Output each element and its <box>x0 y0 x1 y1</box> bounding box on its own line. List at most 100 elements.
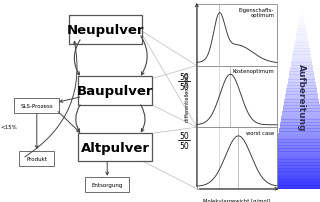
FancyBboxPatch shape <box>274 156 320 158</box>
FancyBboxPatch shape <box>277 138 320 140</box>
Text: worst case: worst case <box>246 130 274 135</box>
FancyBboxPatch shape <box>295 40 308 42</box>
FancyBboxPatch shape <box>269 184 320 186</box>
FancyBboxPatch shape <box>297 29 306 31</box>
FancyBboxPatch shape <box>293 50 310 53</box>
FancyBboxPatch shape <box>300 11 303 13</box>
Text: Kostenoptimum: Kostenoptimum <box>233 69 274 74</box>
FancyBboxPatch shape <box>286 92 317 94</box>
FancyBboxPatch shape <box>287 86 316 88</box>
FancyBboxPatch shape <box>78 133 152 162</box>
FancyBboxPatch shape <box>289 77 315 79</box>
FancyBboxPatch shape <box>280 123 320 124</box>
Text: Altpulver: Altpulver <box>81 141 150 154</box>
Text: Produkt: Produkt <box>26 156 47 161</box>
FancyBboxPatch shape <box>284 106 320 108</box>
FancyBboxPatch shape <box>285 98 318 100</box>
FancyBboxPatch shape <box>299 20 304 22</box>
FancyBboxPatch shape <box>285 94 318 95</box>
FancyBboxPatch shape <box>294 47 309 49</box>
FancyBboxPatch shape <box>197 5 277 66</box>
Text: 50: 50 <box>179 72 189 81</box>
FancyBboxPatch shape <box>298 26 306 28</box>
FancyBboxPatch shape <box>292 61 312 63</box>
Text: Aufbereitung: Aufbereitung <box>297 63 306 130</box>
FancyBboxPatch shape <box>283 107 320 109</box>
FancyBboxPatch shape <box>294 46 309 48</box>
FancyBboxPatch shape <box>282 117 320 118</box>
FancyBboxPatch shape <box>288 83 316 85</box>
FancyBboxPatch shape <box>278 135 320 137</box>
FancyBboxPatch shape <box>277 142 320 144</box>
Text: Entsorgung: Entsorgung <box>92 182 123 187</box>
FancyBboxPatch shape <box>271 176 320 178</box>
FancyBboxPatch shape <box>298 28 306 29</box>
FancyBboxPatch shape <box>290 67 313 69</box>
FancyBboxPatch shape <box>273 164 320 166</box>
FancyBboxPatch shape <box>290 70 314 73</box>
FancyBboxPatch shape <box>282 115 320 117</box>
FancyBboxPatch shape <box>300 17 304 19</box>
FancyBboxPatch shape <box>19 151 54 166</box>
FancyBboxPatch shape <box>293 52 310 54</box>
FancyBboxPatch shape <box>284 104 320 106</box>
FancyBboxPatch shape <box>301 9 302 11</box>
FancyBboxPatch shape <box>292 57 311 59</box>
FancyBboxPatch shape <box>271 172 320 174</box>
FancyBboxPatch shape <box>301 6 302 8</box>
FancyBboxPatch shape <box>295 43 308 45</box>
FancyBboxPatch shape <box>300 12 303 14</box>
FancyBboxPatch shape <box>299 18 304 20</box>
FancyBboxPatch shape <box>14 99 59 114</box>
FancyBboxPatch shape <box>296 38 308 40</box>
FancyBboxPatch shape <box>78 77 152 105</box>
FancyBboxPatch shape <box>296 35 307 37</box>
Text: 50: 50 <box>179 141 189 150</box>
FancyBboxPatch shape <box>274 158 320 160</box>
FancyBboxPatch shape <box>276 144 320 146</box>
FancyBboxPatch shape <box>271 175 320 177</box>
FancyBboxPatch shape <box>291 64 312 66</box>
FancyBboxPatch shape <box>279 129 320 131</box>
FancyBboxPatch shape <box>281 121 320 123</box>
FancyBboxPatch shape <box>284 100 319 102</box>
FancyBboxPatch shape <box>270 179 320 181</box>
FancyBboxPatch shape <box>287 87 316 89</box>
Text: 50: 50 <box>179 82 189 91</box>
FancyBboxPatch shape <box>301 8 302 10</box>
FancyBboxPatch shape <box>69 16 142 44</box>
FancyBboxPatch shape <box>197 66 277 128</box>
FancyBboxPatch shape <box>280 127 320 129</box>
FancyBboxPatch shape <box>292 58 311 60</box>
Text: <15%: <15% <box>1 125 17 130</box>
FancyBboxPatch shape <box>275 152 320 154</box>
FancyBboxPatch shape <box>276 147 320 149</box>
FancyBboxPatch shape <box>290 72 314 74</box>
FancyBboxPatch shape <box>275 155 320 157</box>
FancyBboxPatch shape <box>293 54 310 56</box>
FancyBboxPatch shape <box>298 23 305 25</box>
FancyBboxPatch shape <box>270 181 320 183</box>
FancyBboxPatch shape <box>293 49 310 51</box>
FancyBboxPatch shape <box>278 136 320 138</box>
FancyBboxPatch shape <box>283 110 320 112</box>
FancyBboxPatch shape <box>278 133 320 135</box>
FancyBboxPatch shape <box>280 124 320 126</box>
FancyBboxPatch shape <box>276 149 320 150</box>
FancyBboxPatch shape <box>284 103 319 105</box>
FancyBboxPatch shape <box>284 101 319 103</box>
FancyBboxPatch shape <box>276 150 320 152</box>
FancyBboxPatch shape <box>272 168 320 170</box>
FancyBboxPatch shape <box>85 177 129 192</box>
FancyBboxPatch shape <box>197 128 277 189</box>
FancyBboxPatch shape <box>281 118 320 120</box>
FancyBboxPatch shape <box>298 25 305 26</box>
Text: Molekulargewicht [g/mol]: Molekulargewicht [g/mol] <box>203 198 270 202</box>
FancyBboxPatch shape <box>269 187 320 189</box>
FancyBboxPatch shape <box>275 153 320 155</box>
FancyBboxPatch shape <box>285 97 318 99</box>
FancyBboxPatch shape <box>296 37 308 39</box>
FancyBboxPatch shape <box>282 113 320 115</box>
Text: differentieller Anteil: differentieller Anteil <box>185 73 190 121</box>
Text: SLS-Prozess: SLS-Prozess <box>20 104 53 108</box>
